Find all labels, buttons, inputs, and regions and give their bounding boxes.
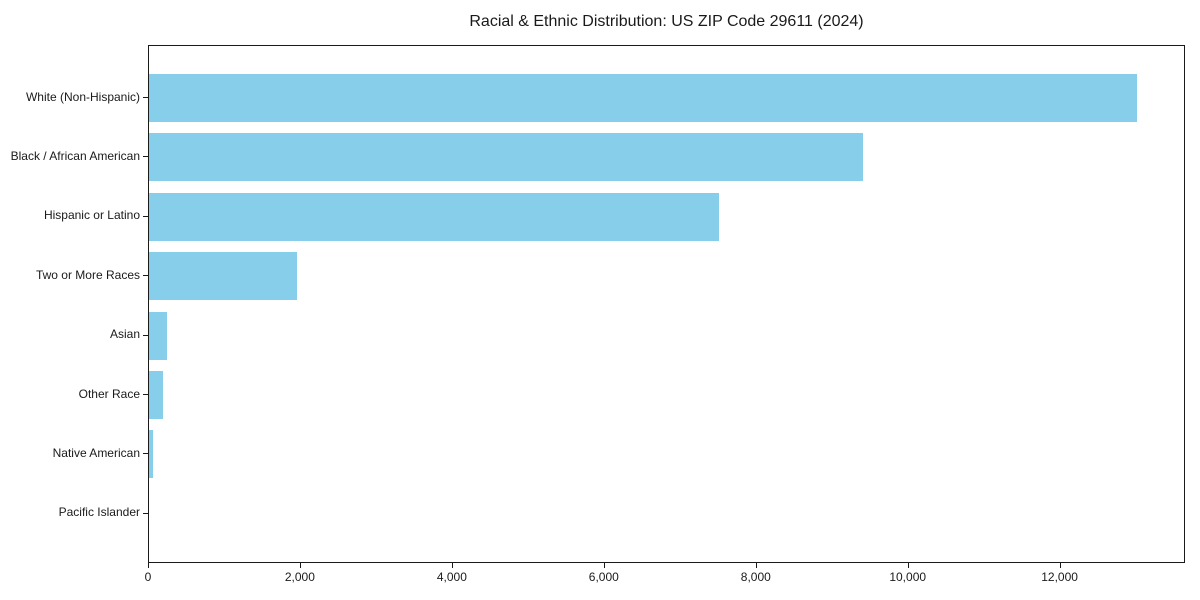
y-tick-label-hispanic-or-latino: Hispanic or Latino <box>43 208 140 223</box>
x-tick-label-10000: 10,000 <box>889 570 927 584</box>
y-tick-mark <box>143 215 148 217</box>
x-tick-label-6000: 6,000 <box>588 570 619 584</box>
bar-two-or-more-races <box>149 252 298 301</box>
x-tick-mark <box>603 563 605 568</box>
y-tick-mark <box>143 512 148 514</box>
y-tick-mark <box>143 334 148 336</box>
chart-title: Racial & Ethnic Distribution: US ZIP Cod… <box>469 13 864 30</box>
y-tick-label-native-american: Native American <box>52 445 140 460</box>
x-tick-mark <box>1059 563 1061 568</box>
x-tick-label-4000: 4,000 <box>436 570 467 584</box>
y-tick-mark <box>143 275 148 277</box>
y-tick-mark <box>143 394 148 395</box>
bar-other-race <box>149 371 163 419</box>
x-tick-mark <box>907 563 909 568</box>
bar-asian <box>149 311 167 360</box>
x-tick-label-2000: 2,000 <box>284 570 315 584</box>
bar-black-african-american <box>149 133 864 182</box>
y-tick-label-pacific-islander: Pacific Islander <box>58 505 140 520</box>
plot-area <box>148 45 1185 563</box>
y-tick-mark <box>143 453 148 455</box>
x-tick-mark <box>148 563 149 568</box>
x-tick-mark <box>755 563 757 568</box>
x-tick-label-8000: 8,000 <box>740 570 771 584</box>
y-tick-label-white-non-hispanic: White (Non-Hispanic) <box>25 89 140 104</box>
bar-native-american <box>149 430 153 479</box>
y-tick-label-black-african-american: Black / African American <box>10 148 140 163</box>
x-tick-label-0: 0 <box>144 570 152 584</box>
bar-white-non-hispanic <box>149 74 1137 122</box>
y-tick-mark <box>143 156 148 158</box>
y-tick-mark <box>143 97 148 98</box>
x-tick-mark <box>299 563 301 568</box>
y-tick-label-asian: Asian <box>109 327 140 342</box>
bar-hispanic-or-latino <box>149 192 719 241</box>
y-tick-label-other-race: Other Race <box>78 386 140 401</box>
x-tick-label-12000: 12,000 <box>1041 570 1078 584</box>
x-tick-mark <box>451 563 453 568</box>
y-tick-label-two-or-more-races: Two or More Races <box>35 267 140 282</box>
